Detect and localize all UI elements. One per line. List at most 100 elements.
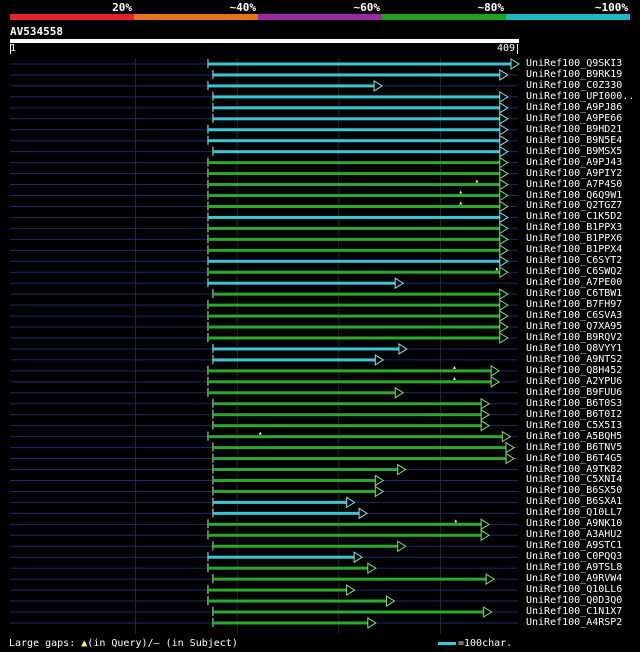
hit-label[interactable]: UniRef100_B1PPX3 xyxy=(526,222,623,234)
hit-label[interactable]: UniRef100_A9NK10 xyxy=(526,518,623,530)
hit-label[interactable]: UniRef100_B1PPX4 xyxy=(526,244,623,256)
hit-label[interactable]: UniRef100_B9FUU6 xyxy=(526,386,623,398)
hit-label[interactable]: UniRef100_C6SVA3 xyxy=(526,310,623,322)
hit-label[interactable]: UniRef100_B1PPX6 xyxy=(526,233,623,245)
hit-label[interactable]: UniRef100_B6SX50 xyxy=(526,485,623,497)
hit-label[interactable]: UniRef100_Q2TGZ7 xyxy=(526,200,623,212)
gap-in-query-marker xyxy=(495,267,499,271)
hit-bar xyxy=(212,95,501,99)
gap-in-subject-icon: — xyxy=(153,638,160,649)
hit-end-arrow xyxy=(499,255,509,268)
hit-label[interactable]: UniRef100_B6TNV5 xyxy=(526,441,623,453)
hit-label[interactable]: UniRef100_B6T4G5 xyxy=(526,452,623,464)
hit-end-arrow xyxy=(499,200,509,213)
hit-label[interactable]: UniRef100_Q6Q9W1 xyxy=(526,189,623,201)
hit-label[interactable]: UniRef100_C0PQQ3 xyxy=(526,551,623,563)
hit-label[interactable]: UniRef100_C5XNI4 xyxy=(526,474,623,486)
hit-label[interactable]: UniRef100_A9RVW4 xyxy=(526,573,623,585)
scale-color-segment xyxy=(506,14,630,20)
hit-label[interactable]: UniRef100_Q0D3Q0 xyxy=(526,595,623,607)
ruler-end-label: 409 xyxy=(497,43,516,54)
hit-end-arrow xyxy=(483,606,493,618)
hit-label[interactable]: UniRef100_A9TSL8 xyxy=(526,562,623,574)
hit-label[interactable]: UniRef100_A5BQH5 xyxy=(526,430,623,442)
hit-end-arrow xyxy=(499,288,509,301)
ruler-start-tick xyxy=(10,44,11,54)
hit-bar xyxy=(207,435,504,439)
hit-label[interactable]: UniRef100_B7FH97 xyxy=(526,299,623,311)
hit-label[interactable]: UniRef100_A2YPU6 xyxy=(526,375,623,387)
hit-label[interactable]: UniRef100_A9NTS2 xyxy=(526,353,623,365)
hit-label[interactable]: UniRef100_A9PIY2 xyxy=(526,167,623,179)
hit-label[interactable]: UniRef100_Q10LL7 xyxy=(526,507,623,519)
hit-end-arrow xyxy=(394,386,405,399)
hit-end-arrow xyxy=(499,145,509,158)
hit-label[interactable]: UniRef100_A9STC1 xyxy=(526,540,623,552)
hit-end-arrow xyxy=(373,80,383,92)
hit-bar xyxy=(207,566,369,570)
hit-label[interactable]: UniRef100_Q8H452 xyxy=(526,364,623,376)
hit-label[interactable]: UniRef100_Q10LL6 xyxy=(526,584,623,596)
hit-end-arrow xyxy=(499,189,509,202)
hit-bar xyxy=(212,358,377,362)
hit-bar xyxy=(212,402,483,406)
hit-bar xyxy=(212,446,508,450)
hit-label[interactable]: UniRef100_Q7XA95 xyxy=(526,321,623,333)
hit-end-arrow xyxy=(346,496,356,509)
hit-label[interactable]: UniRef100_B9MSX5 xyxy=(526,145,623,157)
scale-color-segment xyxy=(258,14,382,20)
hit-bar xyxy=(212,478,377,482)
hit-label[interactable]: UniRef100_C1N1X7 xyxy=(526,606,623,617)
hit-end-arrow xyxy=(480,419,491,432)
hit-label[interactable]: UniRef100_A4RSP2 xyxy=(526,616,623,628)
hit-end-arrow xyxy=(499,222,509,235)
scale-label: 20% xyxy=(112,1,132,14)
hit-end-arrow xyxy=(499,134,509,147)
hit-label[interactable]: UniRef100_B9RQV2 xyxy=(526,332,623,343)
hit-end-arrow xyxy=(499,69,509,81)
legend-scale-label: =100char. xyxy=(458,638,513,649)
hit-bar xyxy=(207,314,501,318)
hit-bar xyxy=(207,555,356,559)
legend-in-subject: (in Subject) xyxy=(165,638,238,649)
hit-label[interactable]: UniRef100_B6T0I2 xyxy=(526,408,623,420)
hit-end-arrow xyxy=(385,595,396,607)
hit-end-arrow xyxy=(374,354,385,366)
hit-label[interactable]: UniRef100_B9HD21 xyxy=(526,123,623,135)
hit-label[interactable]: UniRef100_B6SXA1 xyxy=(526,496,623,508)
hit-label[interactable]: UniRef100_UPI000.. xyxy=(526,90,635,102)
hit-label[interactable]: UniRef100_A9PJ86 xyxy=(526,101,623,113)
hit-label[interactable]: UniRef100_B6T0S3 xyxy=(526,397,623,409)
hit-bar xyxy=(207,161,501,165)
hit-label[interactable]: UniRef100_B9RK19 xyxy=(526,68,623,80)
hit-label[interactable]: UniRef100_Q8VYY1 xyxy=(526,342,623,354)
hit-end-arrow xyxy=(398,343,408,355)
hit-label[interactable]: UniRef100_C5X5I3 xyxy=(526,419,623,431)
hit-label[interactable]: UniRef100_Q9SKI3 xyxy=(526,58,623,69)
hit-label[interactable]: UniRef100_C0Z330 xyxy=(526,79,623,91)
gap-in-query-marker xyxy=(453,376,456,380)
hit-end-arrow xyxy=(499,332,509,344)
hit-label[interactable]: UniRef100_C1K5D2 xyxy=(526,211,623,223)
hit-end-arrow xyxy=(353,551,364,564)
hit-bar xyxy=(207,522,483,526)
hit-bar xyxy=(207,215,501,219)
hit-label[interactable]: UniRef100_A9PJ43 xyxy=(526,156,623,168)
hit-bar xyxy=(207,533,483,537)
hit-label[interactable]: UniRef100_A9TK82 xyxy=(526,463,623,475)
hit-label[interactable]: UniRef100_C6TBW1 xyxy=(526,288,623,300)
hit-bar xyxy=(207,336,501,340)
hit-label[interactable]: UniRef100_A7P4S0 xyxy=(526,178,623,190)
hit-label[interactable]: UniRef100_A9PE66 xyxy=(526,112,623,124)
hit-label[interactable]: UniRef100_A7PE00 xyxy=(526,277,623,289)
ruler-end-tick xyxy=(517,44,518,54)
hit-label[interactable]: UniRef100_B9N5E4 xyxy=(526,134,623,146)
hit-label[interactable]: UniRef100_C6SWQ2 xyxy=(526,266,623,278)
hit-end-arrow xyxy=(480,529,491,542)
hit-bar xyxy=(207,139,501,143)
scale-label: ~40% xyxy=(229,1,257,14)
hit-label[interactable]: UniRef100_C6SYT2 xyxy=(526,255,623,267)
hit-end-arrow xyxy=(397,463,407,476)
hit-label[interactable]: UniRef100_A3AHU2 xyxy=(526,529,623,541)
